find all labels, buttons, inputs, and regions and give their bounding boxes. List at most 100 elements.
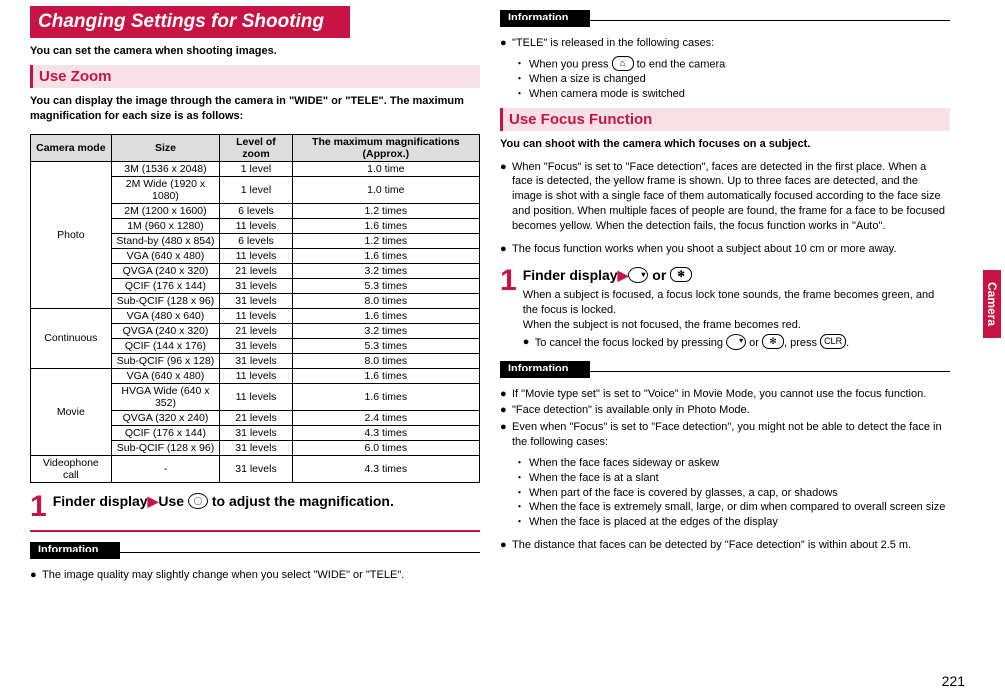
- table-cell: HVGA Wide (640 x 352): [111, 383, 220, 410]
- info3-item: ●Even when "Focus" is set to "Face detec…: [500, 420, 950, 450]
- info-label-3: Information: [500, 361, 590, 378]
- table-cell: 1.6 times: [292, 248, 479, 263]
- step-desc-1: When a subject is focused, a focus lock …: [523, 288, 950, 318]
- table-cell: 3M (1536 x 2048): [111, 161, 220, 176]
- table-cell: 1 level: [220, 176, 292, 203]
- table-cell: Sub-QCIF (128 x 96): [111, 293, 220, 308]
- table-row: Videophone call-31 levels4.3 times: [31, 455, 480, 482]
- th-level: Level of zoom: [220, 134, 292, 161]
- info3-item: ●If "Movie type set" is set to "Voice" i…: [500, 387, 950, 402]
- table-cell: 11 levels: [220, 368, 292, 383]
- table-cell: QCIF (176 x 144): [111, 278, 220, 293]
- table-cell: 31 levels: [220, 338, 292, 353]
- table-cell: 6.0 times: [292, 440, 479, 455]
- table-row: ContinuousVGA (480 x 640)11 levels1.6 ti…: [31, 308, 480, 323]
- info-label-2: Information: [500, 10, 590, 27]
- table-mode-cell: Photo: [31, 161, 112, 308]
- end-key-icon: ⌂: [612, 56, 634, 71]
- focus-b2: The focus function works when you shoot …: [512, 242, 896, 257]
- table-cell: 1M (960 x 1280): [111, 218, 220, 233]
- table-cell: 31 levels: [220, 353, 292, 368]
- focus-header: Use Focus Function: [500, 108, 950, 131]
- zoom-description: You can display the image through the ca…: [30, 94, 480, 124]
- table-cell: 21 levels: [220, 323, 292, 338]
- table-row: Photo3M (1536 x 2048)1 level1.0 time: [31, 161, 480, 176]
- table-cell: 31 levels: [220, 425, 292, 440]
- table-cell: 31 levels: [220, 455, 292, 482]
- table-cell: 21 levels: [220, 263, 292, 278]
- zoom-table: Camera mode Size Level of zoom The maxim…: [30, 134, 480, 483]
- page-number: 221: [942, 673, 965, 689]
- table-cell: VGA (480 x 640): [111, 308, 220, 323]
- step-1b-number: 1: [500, 267, 517, 294]
- table-cell: 31 levels: [220, 293, 292, 308]
- table-cell: Sub-QCIF (96 x 128): [111, 353, 220, 368]
- info3-sub-item: ・When part of the face is covered by gla…: [500, 486, 950, 501]
- step-1-heading: Finder display▶Use to adjust the magnifi…: [53, 493, 480, 510]
- down-key-icon: ▾: [726, 334, 746, 350]
- table-row: MovieVGA (640 x 480)11 levels1.6 times: [31, 368, 480, 383]
- table-cell: 31 levels: [220, 440, 292, 455]
- info3-last: The distance that faces can be detected …: [512, 538, 911, 553]
- clr-key-icon: CLR: [820, 334, 846, 349]
- table-cell: -: [111, 455, 220, 482]
- main-subtitle: You can set the camera when shooting ima…: [30, 44, 480, 59]
- focus-b1: When "Focus" is set to "Face detection",…: [512, 160, 950, 234]
- info2-sub-item: ・When you press ⌂ to end the camera: [500, 57, 950, 72]
- table-cell: 1.6 times: [292, 218, 479, 233]
- use-zoom-header: Use Zoom: [30, 65, 480, 88]
- table-mode-cell: Continuous: [31, 308, 112, 368]
- table-cell: 1 level: [220, 161, 292, 176]
- info3-item: ●"Face detection" is available only in P…: [500, 403, 950, 418]
- table-cell: 1.6 times: [292, 368, 479, 383]
- info3-sub-item: ・When the face is at a slant: [500, 471, 950, 486]
- th-mode: Camera mode: [31, 134, 112, 161]
- down-key-icon: ▾: [628, 267, 648, 283]
- star-key-icon: ✻: [670, 267, 692, 282]
- th-size: Size: [111, 134, 220, 161]
- step-1b-heading: Finder display▶▾ or ✻: [523, 267, 950, 284]
- table-cell: QVGA (240 x 320): [111, 323, 220, 338]
- table-cell: 6 levels: [220, 203, 292, 218]
- star-key-icon: ✻: [762, 334, 784, 349]
- table-cell: VGA (640 x 480): [111, 248, 220, 263]
- table-cell: 5.3 times: [292, 278, 479, 293]
- table-cell: 4.3 times: [292, 455, 479, 482]
- table-mode-cell: Movie: [31, 368, 112, 455]
- table-mode-cell: Videophone call: [31, 455, 112, 482]
- table-cell: VGA (640 x 480): [111, 368, 220, 383]
- table-cell: 3.2 times: [292, 263, 479, 278]
- side-tab: Camera: [983, 270, 1001, 338]
- table-cell: 2M (1200 x 1600): [111, 203, 220, 218]
- table-cell: 1.6 times: [292, 308, 479, 323]
- step-desc-3: To cancel the focus locked by pressing ▾…: [535, 335, 849, 351]
- info2-sub-item: ・When camera mode is switched: [500, 87, 950, 102]
- table-cell: 8.0 times: [292, 353, 479, 368]
- table-cell: 31 levels: [220, 278, 292, 293]
- nav-key-icon: [188, 493, 208, 509]
- table-cell: 3.2 times: [292, 323, 479, 338]
- table-cell: QCIF (144 x 176): [111, 338, 220, 353]
- info3-sub-item: ・When the face faces sideway or askew: [500, 456, 950, 471]
- table-cell: 6 levels: [220, 233, 292, 248]
- table-cell: 1.2 times: [292, 203, 479, 218]
- info3-sub-item: ・When the face is placed at the edges of…: [500, 515, 950, 530]
- table-cell: 1.0 time: [292, 161, 479, 176]
- table-cell: QCIF (176 x 144): [111, 425, 220, 440]
- info3-sub-item: ・When the face is extremely small, large…: [500, 500, 950, 515]
- table-cell: 2M Wide (1920 x 1080): [111, 176, 220, 203]
- table-cell: 1.2 times: [292, 233, 479, 248]
- table-cell: QVGA (240 x 320): [111, 263, 220, 278]
- info-label-1: Information: [30, 542, 120, 559]
- main-title: Changing Settings for Shooting: [30, 6, 350, 38]
- table-cell: QVGA (320 x 240): [111, 410, 220, 425]
- info-1-text: The image quality may slightly change wh…: [42, 568, 404, 583]
- table-cell: Sub-QCIF (128 x 96): [111, 440, 220, 455]
- table-cell: 11 levels: [220, 218, 292, 233]
- table-cell: 5.3 times: [292, 338, 479, 353]
- table-cell: 21 levels: [220, 410, 292, 425]
- table-cell: 11 levels: [220, 308, 292, 323]
- table-cell: 2.4 times: [292, 410, 479, 425]
- table-cell: 4.3 times: [292, 425, 479, 440]
- table-cell: 11 levels: [220, 248, 292, 263]
